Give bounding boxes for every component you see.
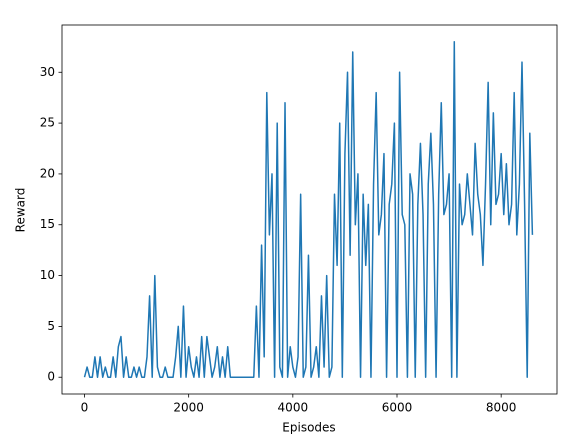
x-tick-label: 4000 [278, 401, 309, 415]
y-tick-label: 20 [40, 166, 55, 180]
y-tick-label: 10 [40, 268, 55, 282]
x-tick-label: 2000 [173, 401, 204, 415]
y-tick-label: 0 [47, 370, 55, 384]
data-line [83, 41, 534, 378]
y-axis-label: Reward [14, 188, 28, 233]
x-tick-label: 6000 [382, 401, 413, 415]
y-tick-label: 5 [47, 319, 55, 333]
y-tick-label: 15 [40, 217, 55, 231]
x-tick-label: 8000 [486, 401, 517, 415]
y-tick-label: 25 [40, 116, 55, 130]
plot-frame [61, 24, 558, 395]
x-tick-label: 0 [81, 401, 89, 415]
x-axis-label: Episodes [282, 421, 335, 435]
y-tick-label: 30 [40, 65, 55, 79]
